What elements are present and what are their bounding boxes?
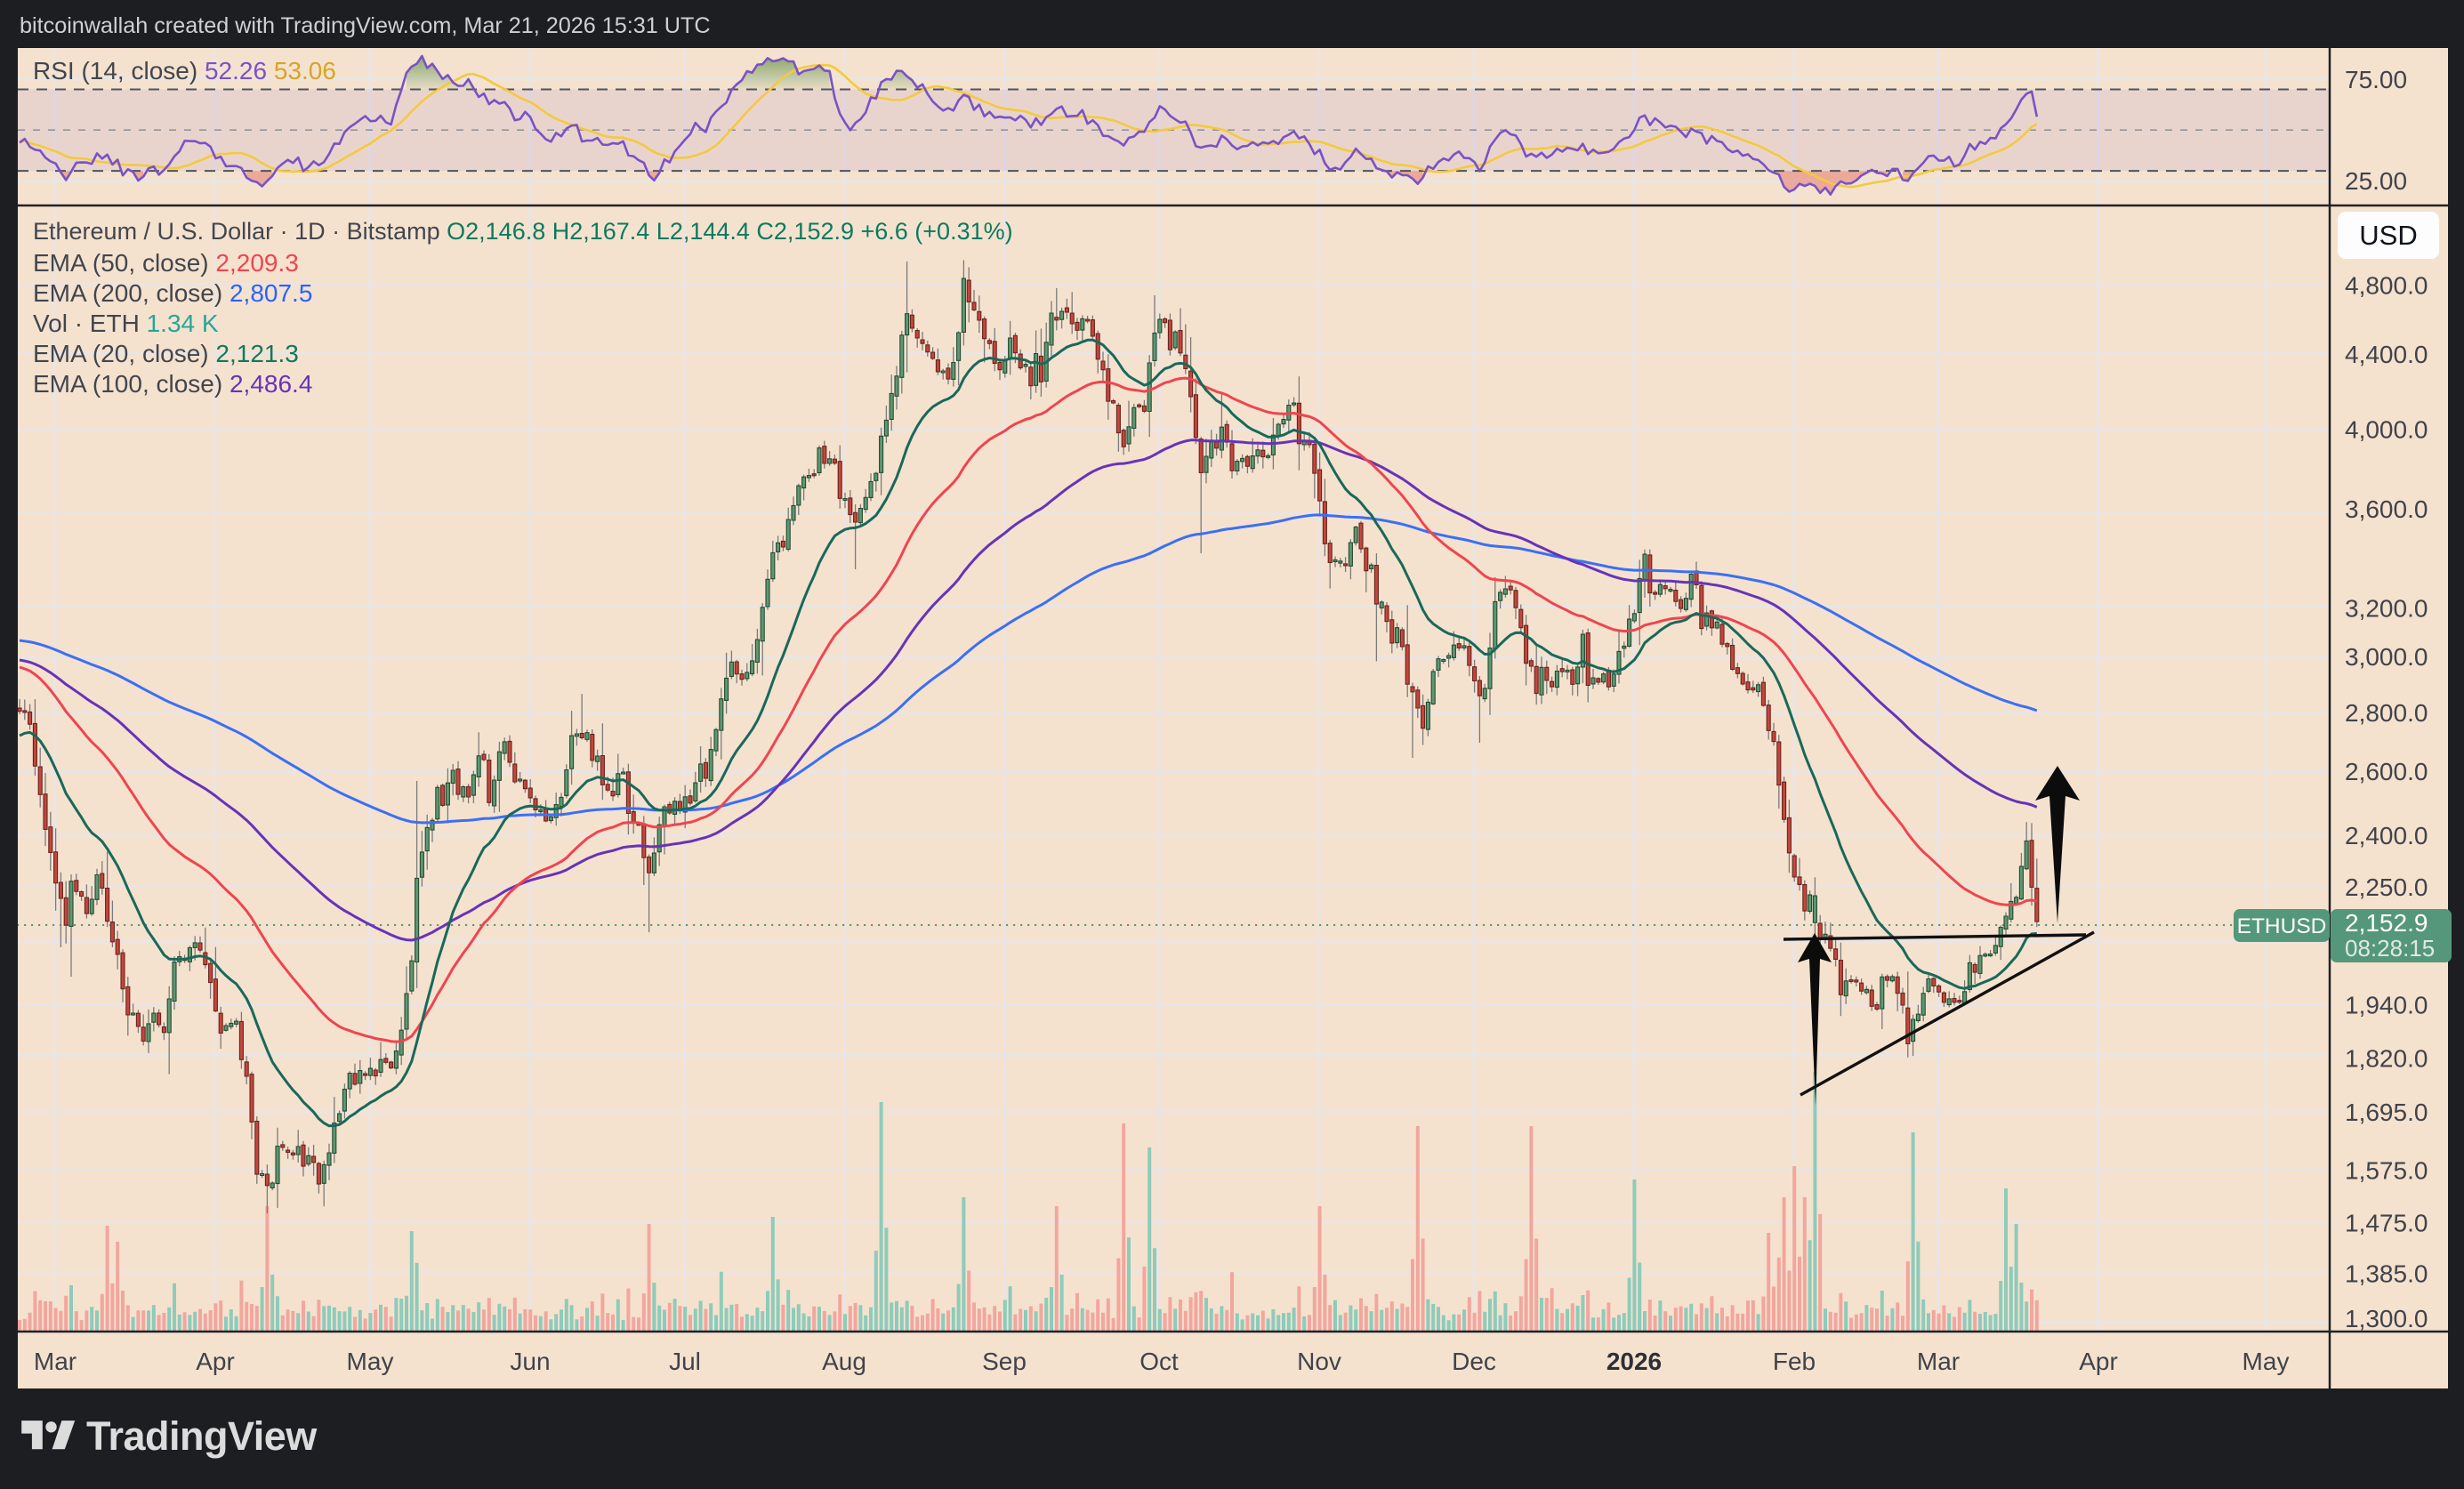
svg-text:Ethereum / U.S. Dollar · 1D ·: Ethereum / U.S. Dollar · 1D · Bitstamp O… [33, 218, 1013, 245]
svg-text:1,695.0: 1,695.0 [2345, 1099, 2428, 1126]
svg-text:ETHUSD: ETHUSD [2237, 914, 2327, 938]
svg-text:1,475.0: 1,475.0 [2345, 1209, 2428, 1236]
svg-text:Mar: Mar [1917, 1348, 1960, 1375]
svg-text:3,600.0: 3,600.0 [2345, 495, 2428, 523]
svg-text:4,000.0: 4,000.0 [2345, 415, 2428, 443]
svg-text:Jun: Jun [510, 1348, 550, 1375]
svg-text:RSI (14, close) 52.26 53.06: RSI (14, close) 52.26 53.06 [33, 57, 336, 85]
svg-text:bitcoinwallah created with Tra: bitcoinwallah created with TradingView.c… [20, 13, 711, 38]
svg-text:Apr: Apr [196, 1348, 235, 1375]
svg-text:Aug: Aug [822, 1348, 866, 1375]
svg-text:2,800.0: 2,800.0 [2345, 699, 2428, 727]
svg-text:Mar: Mar [34, 1348, 76, 1375]
svg-text:2,600.0: 2,600.0 [2345, 758, 2428, 785]
svg-text:EMA (100, close) 2,486.4: EMA (100, close) 2,486.4 [33, 370, 312, 398]
svg-text:2026: 2026 [1606, 1348, 1662, 1375]
svg-text:Jul: Jul [669, 1348, 701, 1375]
svg-text:3,200.0: 3,200.0 [2345, 594, 2428, 622]
svg-text:4,800.0: 4,800.0 [2345, 272, 2428, 300]
svg-text:1,300.0: 1,300.0 [2345, 1305, 2428, 1332]
svg-text:1,385.0: 1,385.0 [2345, 1260, 2428, 1288]
svg-text:3,000.0: 3,000.0 [2345, 643, 2428, 671]
svg-text:1,940.0: 1,940.0 [2345, 991, 2428, 1018]
svg-text:25.00: 25.00 [2345, 167, 2407, 195]
svg-text:Vol · ETH 1.34 K: Vol · ETH 1.34 K [33, 310, 219, 337]
svg-text:Nov: Nov [1297, 1348, 1341, 1375]
svg-text:2,400.0: 2,400.0 [2345, 822, 2428, 849]
svg-text:1,820.0: 1,820.0 [2345, 1045, 2428, 1073]
svg-text:EMA (20, close) 2,121.3: EMA (20, close) 2,121.3 [33, 340, 299, 367]
svg-text:Apr: Apr [2079, 1348, 2118, 1375]
svg-text:75.00: 75.00 [2345, 66, 2407, 93]
svg-text:May: May [347, 1348, 394, 1375]
svg-text:1,575.0: 1,575.0 [2345, 1157, 2428, 1185]
svg-text:4,400.0: 4,400.0 [2345, 341, 2428, 368]
svg-text:EMA (50, close) 2,209.3: EMA (50, close) 2,209.3 [33, 249, 299, 277]
svg-text:2,152.9: 2,152.9 [2345, 909, 2428, 937]
svg-text:Dec: Dec [1452, 1348, 1496, 1375]
svg-text:EMA (200, close) 2,807.5: EMA (200, close) 2,807.5 [33, 279, 312, 307]
svg-text:TradingView: TradingView [86, 1413, 318, 1459]
svg-text:2,250.0: 2,250.0 [2345, 873, 2428, 901]
svg-text:Oct: Oct [1139, 1348, 1179, 1375]
svg-text:Sep: Sep [982, 1348, 1027, 1375]
svg-text:Feb: Feb [1773, 1348, 1816, 1375]
svg-text:May: May [2243, 1348, 2290, 1375]
svg-text:USD: USD [2359, 220, 2417, 251]
svg-text:08:28:15: 08:28:15 [2345, 935, 2435, 962]
